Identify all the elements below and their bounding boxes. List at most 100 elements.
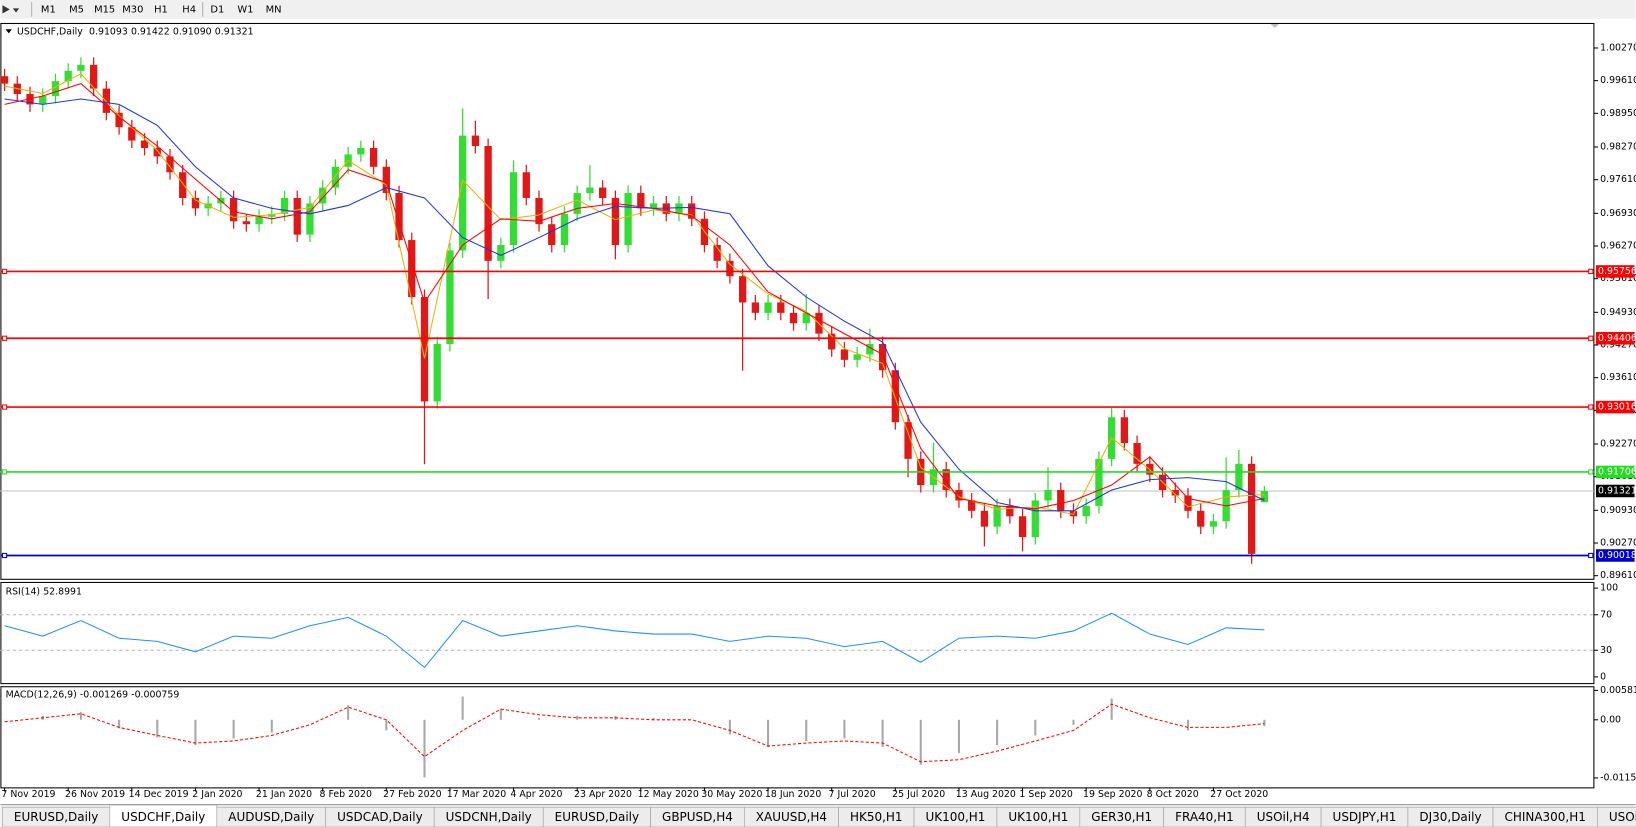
candle-body [548, 224, 556, 246]
level-price-label: 0.95756 [1598, 266, 1636, 277]
ohlc-value: 0.91422 [131, 26, 170, 37]
tab-label[interactable]: AUDUSD,Daily [228, 810, 314, 824]
candle-body [166, 156, 174, 173]
level-handle[interactable] [1, 469, 8, 475]
candle-body [459, 135, 467, 251]
level-handle[interactable] [1588, 335, 1594, 341]
tab-label[interactable]: USOil,H1 [1609, 810, 1636, 824]
candle-body [319, 187, 327, 204]
timeframe-button[interactable]: H1 [154, 4, 168, 15]
level-handle[interactable] [1588, 404, 1594, 410]
candle-body [51, 81, 60, 97]
chart-shift-marker [1269, 22, 1280, 29]
candle-body [1057, 490, 1065, 511]
timeframe-button[interactable]: W1 [237, 4, 253, 15]
candle-body [637, 193, 645, 209]
level-handle[interactable] [1, 335, 8, 341]
tab-label[interactable]: GER30,H1 [1091, 810, 1152, 824]
level-handle[interactable] [1588, 268, 1594, 275]
tab-label[interactable]: USDCAD,Daily [337, 810, 423, 824]
tab-label[interactable]: DJ30,Daily [1419, 810, 1481, 824]
candle-body [560, 213, 569, 246]
y-tick-label: 0.93610 [1600, 372, 1636, 383]
candle-body [1006, 505, 1014, 517]
level-handle[interactable] [1588, 469, 1594, 475]
candle-body [255, 216, 263, 225]
level-price-label: 0.93016 [1598, 402, 1636, 413]
timeframe-button[interactable]: M15 [94, 4, 115, 15]
timeframe-button[interactable]: M1 [41, 4, 56, 15]
x-tick-label: 18 Jun 2020 [765, 789, 821, 800]
panel-frame [0, 686, 1595, 789]
tab-label[interactable]: EURUSD,Daily [14, 810, 98, 824]
candle-body [191, 197, 200, 209]
candle-body [331, 166, 340, 188]
toolbar [0, 0, 1636, 19]
tab-label[interactable]: EURUSD,Daily [555, 810, 639, 824]
x-tick-label: 8 Feb 2020 [320, 789, 372, 800]
candle-body [904, 422, 912, 459]
x-tick-label: 2 Jan 2020 [192, 789, 242, 800]
candle-body [1095, 458, 1103, 506]
candle-body [878, 344, 887, 371]
tab-label[interactable]: HK50,H1 [850, 810, 903, 824]
level-handle[interactable] [1, 552, 8, 559]
candle-body [102, 88, 111, 113]
y-tick-label: 0.98270 [1600, 141, 1636, 152]
level-handle[interactable] [1, 268, 8, 275]
header-triangle [5, 29, 12, 34]
moving-average [4, 98, 1265, 512]
timeframe-button[interactable]: M30 [122, 4, 143, 15]
indicator-header: RSI(14) 52.8991 [6, 586, 82, 597]
y-tick-label: 0.97610 [1600, 174, 1636, 185]
timeframe-button[interactable]: M5 [69, 4, 84, 15]
candle-body [153, 147, 161, 157]
tab-label[interactable]: XAUUSD,H4 [756, 810, 827, 824]
candle-body [649, 203, 658, 209]
y-tick-label: 100 [1600, 583, 1618, 594]
level-price-label: 0.94406 [1598, 333, 1636, 344]
panel-frame [0, 581, 1595, 685]
candle-body [0, 76, 9, 84]
x-tick-label: 1 Sep 2020 [1019, 789, 1072, 800]
indicator-header: MACD(12,26,9) -0.001269 -0.000759 [6, 689, 180, 700]
candle-body [751, 302, 759, 313]
y-tick-label: 0.92270 [1600, 439, 1636, 450]
signal-line [4, 703, 1265, 763]
candle-body [522, 172, 530, 198]
tab-label[interactable]: FRA40,H1 [1175, 810, 1234, 824]
timeframe-button[interactable]: D1 [210, 4, 224, 15]
tab-label[interactable]: GBPUSD,H4 [662, 810, 733, 824]
timeframe-button[interactable]: MN [266, 4, 282, 15]
candle-body [420, 296, 429, 402]
candle-body [357, 147, 365, 155]
tab-label[interactable]: USDCHF,Daily [121, 810, 205, 824]
candle-body [624, 193, 632, 246]
tab-label[interactable]: UK100,H1 [1008, 810, 1068, 824]
tab-label[interactable]: USDCNH,Daily [446, 810, 532, 824]
candle-body [1235, 463, 1243, 491]
x-tick-label: 25 Jul 2020 [892, 789, 945, 800]
candle-body [446, 250, 454, 345]
toolbar-icon[interactable] [2, 5, 20, 14]
candle-body [891, 370, 899, 423]
tab-label[interactable]: CHINA300,H1 [1504, 810, 1585, 824]
candle-body [1044, 490, 1052, 501]
level-handle[interactable] [1, 404, 8, 410]
y-tick-label: 0.89610 [1600, 570, 1636, 581]
level-handle[interactable] [1588, 552, 1594, 559]
moving-average [4, 83, 1265, 510]
tab-label[interactable]: USDJPY,H1 [1333, 810, 1397, 824]
timeframe-button[interactable]: H4 [182, 4, 196, 15]
tab-label[interactable]: USOil,H4 [1257, 810, 1310, 824]
tab[interactable] [1597, 806, 1636, 827]
candle-body [1018, 516, 1027, 538]
candle-body [64, 70, 72, 82]
x-tick-label: 7 Nov 2019 [1, 789, 55, 800]
tab-label[interactable]: UK100,H1 [925, 810, 985, 824]
x-tick-label: 13 Aug 2020 [956, 789, 1016, 800]
y-tick-label: 70 [1600, 609, 1612, 620]
level-price-box [1595, 265, 1635, 278]
candle-body [128, 127, 136, 141]
